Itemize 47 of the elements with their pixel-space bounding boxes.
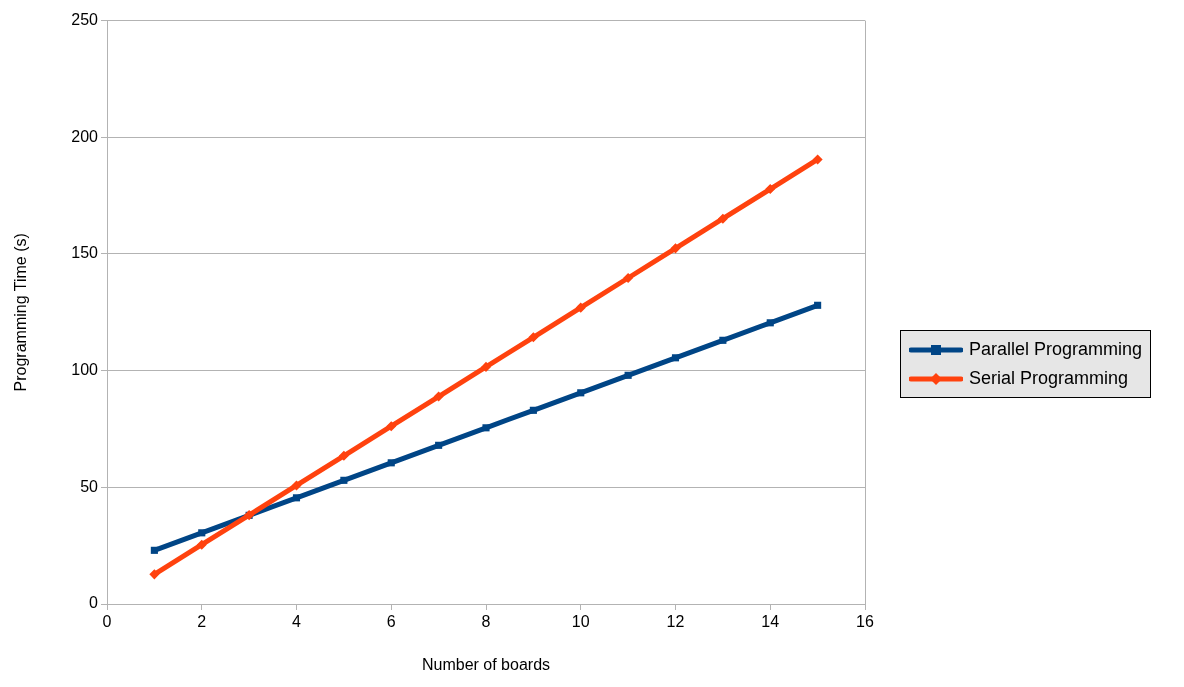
point [150, 570, 159, 579]
point [198, 529, 206, 537]
point [340, 476, 348, 484]
point [434, 392, 443, 401]
x-tick-label: 0 [102, 613, 112, 631]
point [719, 336, 727, 344]
x-tick-label: 2 [197, 613, 207, 631]
point [813, 155, 822, 164]
legend-label: Serial Programming [969, 368, 1129, 389]
point [718, 214, 727, 223]
x-tick-label: 10 [571, 613, 590, 631]
y-tick-label: 0 [89, 594, 99, 612]
point [387, 422, 396, 431]
point [435, 441, 443, 449]
point [671, 354, 680, 362]
point [292, 481, 301, 490]
x-tick-label: 12 [666, 613, 685, 631]
y-tick-label: 50 [80, 477, 99, 495]
y-tick-label: 150 [71, 244, 99, 262]
y-tick-label: 250 [71, 11, 99, 29]
x-axis-title: Number of boards [421, 655, 551, 673]
x-tick-label: 4 [292, 613, 302, 631]
point [482, 424, 490, 432]
point [624, 371, 632, 379]
point [671, 244, 680, 253]
point [339, 451, 348, 460]
point [387, 459, 395, 467]
point [197, 540, 206, 549]
point [766, 319, 774, 327]
y-axis-title: Programming Time (s) [12, 233, 30, 392]
x-tick-label: 8 [481, 613, 491, 631]
point [766, 185, 775, 194]
point [576, 303, 585, 312]
point [577, 389, 585, 397]
x-tick-label: 6 [386, 613, 396, 631]
y-tick-label: 200 [71, 127, 99, 145]
x-tick-label: 16 [856, 613, 874, 631]
point [529, 333, 538, 342]
legend-label: Parallel Programming [969, 339, 1143, 360]
point [529, 406, 537, 414]
y-tick-label: 100 [71, 361, 99, 379]
point [482, 362, 490, 371]
point [150, 546, 158, 554]
point [624, 274, 633, 282]
point [814, 301, 822, 309]
point [292, 494, 301, 502]
x-tick-label: 14 [761, 613, 780, 631]
